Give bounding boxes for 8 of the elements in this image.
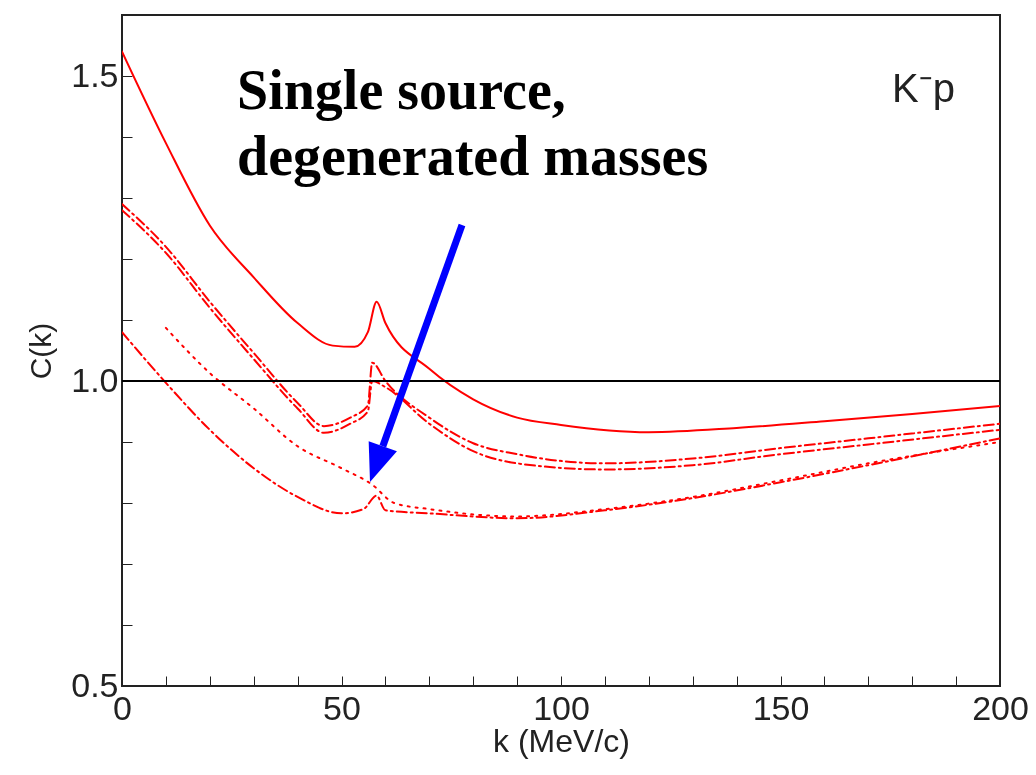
- annotation: K⁻p: [892, 66, 955, 110]
- y-axis-title: C(k): [24, 322, 58, 380]
- x-tick-label: 50: [323, 688, 361, 727]
- x-tick-label: 200: [972, 688, 1029, 727]
- y-tick-label: 1.0: [71, 360, 119, 399]
- y-tick-label: 1.5: [71, 55, 119, 94]
- x-tick-label: 150: [752, 688, 810, 727]
- annotation: Single source, degenerated masses: [237, 59, 709, 187]
